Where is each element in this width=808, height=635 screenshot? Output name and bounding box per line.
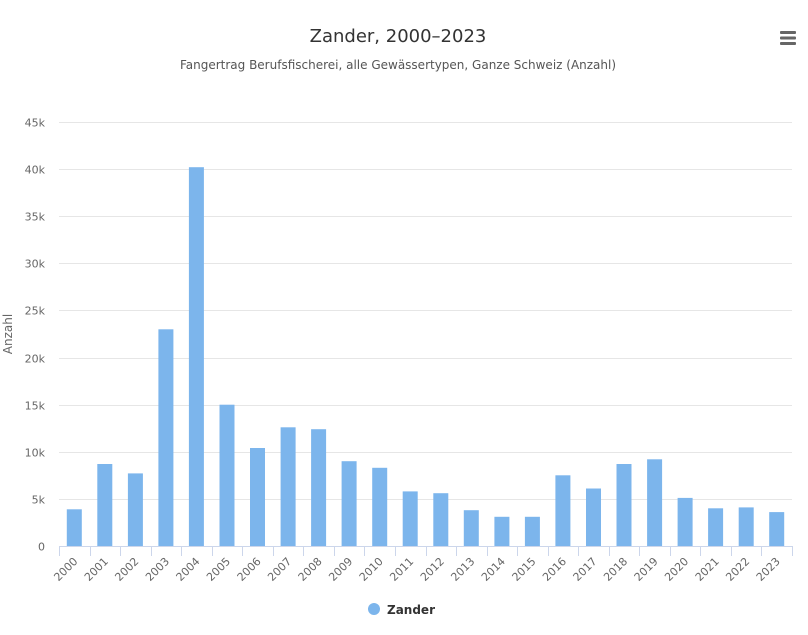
y-tick-label: 45k <box>25 117 46 130</box>
bar[interactable] <box>586 488 601 547</box>
bar[interactable] <box>494 516 510 546</box>
bar[interactable] <box>372 467 388 546</box>
y-axis-label: Anzahl <box>1 314 15 354</box>
y-tick-label: 25k <box>25 305 46 318</box>
hamburger-menu-icon[interactable] <box>776 27 800 49</box>
bar[interactable] <box>677 497 693 546</box>
bar[interactable] <box>158 329 174 546</box>
bar-series <box>66 167 785 547</box>
bar[interactable] <box>250 448 265 546</box>
grid-lines <box>59 122 792 500</box>
bar[interactable] <box>188 167 204 546</box>
bar[interactable] <box>97 464 113 546</box>
bar[interactable] <box>341 461 357 546</box>
bar[interactable] <box>647 459 663 546</box>
bar[interactable] <box>433 493 449 546</box>
y-axis-ticks: 0 5k 10k 15k 20k 25k 30k 35k 40k 45k <box>25 117 46 554</box>
legend-item-zander[interactable]: Zander <box>368 603 435 617</box>
bar[interactable] <box>311 429 327 546</box>
y-tick-label: 0 <box>38 541 45 554</box>
bar[interactable] <box>616 464 632 546</box>
bar[interactable] <box>738 507 754 546</box>
legend-label: Zander <box>387 603 435 617</box>
y-tick-label: 40k <box>25 164 46 177</box>
y-tick-label: 20k <box>25 353 46 366</box>
legend-swatch <box>368 603 380 615</box>
bar[interactable] <box>463 510 479 546</box>
bar[interactable] <box>66 509 82 546</box>
bar[interactable] <box>769 512 785 546</box>
y-tick-label: 30k <box>25 258 46 271</box>
bar[interactable] <box>524 516 540 546</box>
bar[interactable] <box>280 427 296 546</box>
bar[interactable] <box>219 404 235 546</box>
bar[interactable] <box>127 473 143 546</box>
bar[interactable] <box>402 491 418 546</box>
y-tick-label: 15k <box>25 400 46 413</box>
bar[interactable] <box>708 508 724 546</box>
y-tick-label: 5k <box>32 494 46 507</box>
y-tick-label: 35k <box>25 211 46 224</box>
chart-subtitle: Fangertrag Berufsfischerei, alle Gewässe… <box>180 58 616 72</box>
chart-title: Zander, 2000–2023 <box>310 26 487 47</box>
bar[interactable] <box>555 475 571 546</box>
y-tick-label: 10k <box>25 447 46 460</box>
